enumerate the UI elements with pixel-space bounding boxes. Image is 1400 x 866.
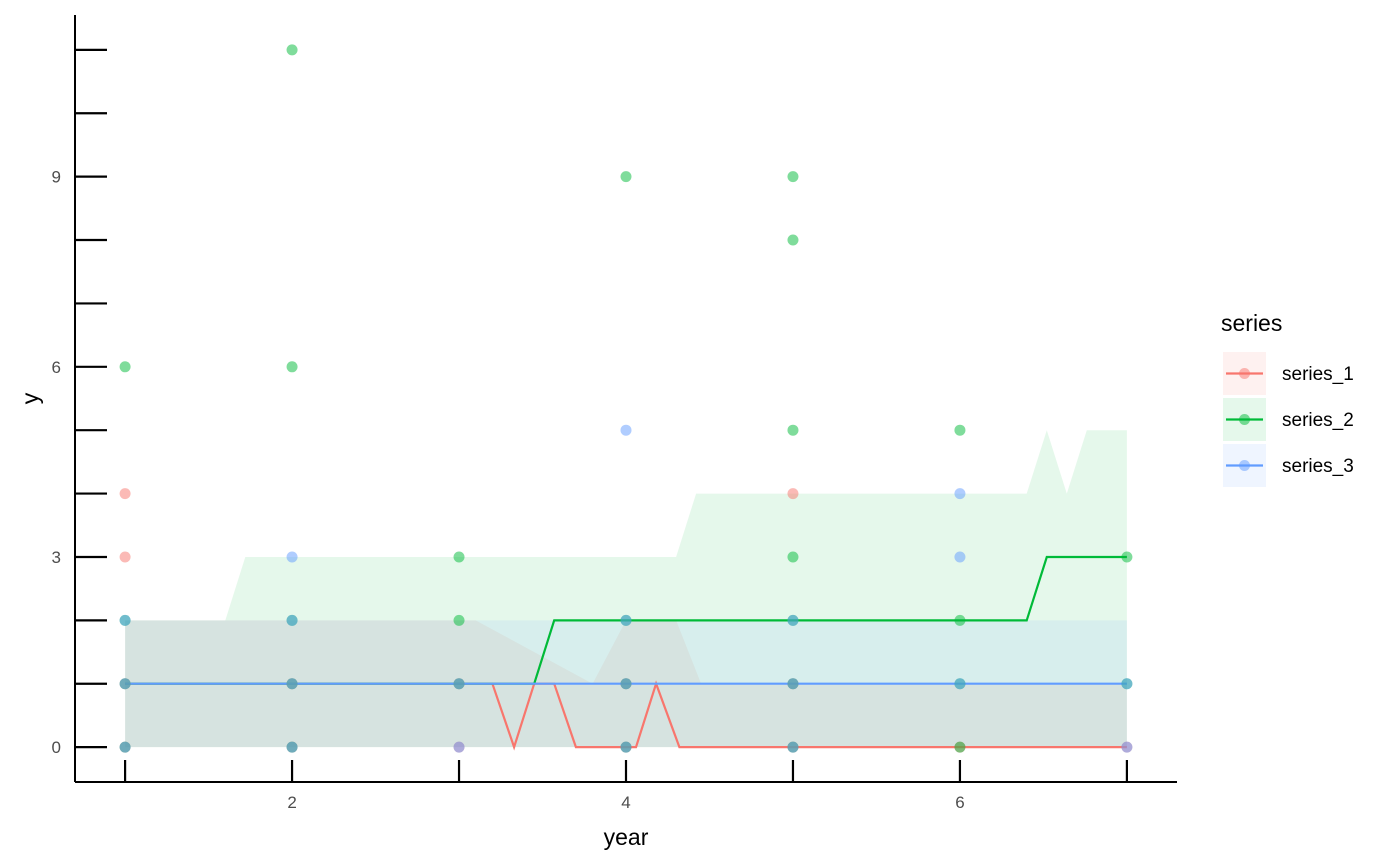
point-series_3-12 <box>620 424 632 436</box>
point-series_3-10 <box>620 678 632 690</box>
legend-label-series_2: series_2 <box>1282 410 1354 431</box>
axes: 0 3 6 9 2 4 6 <box>52 15 1177 812</box>
point-series_2-7 <box>286 361 298 373</box>
point-series_3-6 <box>286 551 298 563</box>
point-series_3-16 <box>954 678 966 690</box>
point-series_2-11 <box>453 551 465 563</box>
point-series_3-8 <box>453 678 465 690</box>
point-series_3-0 <box>119 741 131 753</box>
point-series_1-2 <box>119 551 131 563</box>
y-axis-title: y <box>17 392 43 404</box>
point-series_3-13 <box>787 741 799 753</box>
point-series_1-12 <box>787 488 799 500</box>
x-tick-label: 2 <box>287 793 296 812</box>
point-series_3-2 <box>119 614 131 626</box>
x-axis-title: year <box>604 824 649 850</box>
point-series_3-1 <box>119 678 131 690</box>
data-points <box>119 44 1133 753</box>
point-series_2-19 <box>787 551 799 563</box>
point-series_1-3 <box>119 488 131 500</box>
point-series_2-26 <box>954 424 966 436</box>
point-series_3-14 <box>787 678 799 690</box>
x-tick-label: 6 <box>955 793 964 812</box>
legend-label-series_3: series_3 <box>1282 456 1354 477</box>
legend-point-series_1 <box>1239 368 1250 379</box>
point-series_2-25 <box>954 614 966 626</box>
point-series_3-18 <box>954 488 966 500</box>
legend-point-series_2 <box>1239 414 1250 425</box>
point-series_2-23 <box>954 741 966 753</box>
point-series_2-20 <box>787 424 799 436</box>
legend-label-series_1: series_1 <box>1282 364 1354 385</box>
y-tick-label: 3 <box>52 548 61 567</box>
legend: series series_1 series_2 series_3 <box>1221 310 1354 487</box>
y-tick-label: 9 <box>52 168 61 187</box>
point-series_2-21 <box>787 234 799 246</box>
legend-point-series_3 <box>1239 460 1250 471</box>
y-tick-label: 6 <box>52 358 61 377</box>
legend-title: series <box>1221 310 1282 336</box>
point-series_2-28 <box>1121 551 1133 563</box>
point-series_3-4 <box>286 678 298 690</box>
point-series_3-5 <box>286 614 298 626</box>
point-series_3-9 <box>620 741 632 753</box>
point-series_3-15 <box>787 614 799 626</box>
point-series_2-22 <box>787 171 799 183</box>
point-series_2-8 <box>286 44 298 56</box>
line-series_1 <box>125 680 1127 751</box>
point-series_3-17 <box>954 551 966 563</box>
point-series_3-3 <box>286 741 298 753</box>
x-tick-label: 4 <box>621 793 630 812</box>
band-series_2 <box>125 430 1127 748</box>
point-series_3-19 <box>1121 741 1133 753</box>
point-series_2-3 <box>119 361 131 373</box>
point-series_3-11 <box>620 614 632 626</box>
point-series_3-7 <box>453 741 465 753</box>
point-series_2-10 <box>453 614 465 626</box>
confidence-bands <box>125 430 1127 748</box>
point-series_3-20 <box>1121 678 1133 690</box>
point-series_2-15 <box>620 171 632 183</box>
y-tick-label: 0 <box>52 738 61 757</box>
